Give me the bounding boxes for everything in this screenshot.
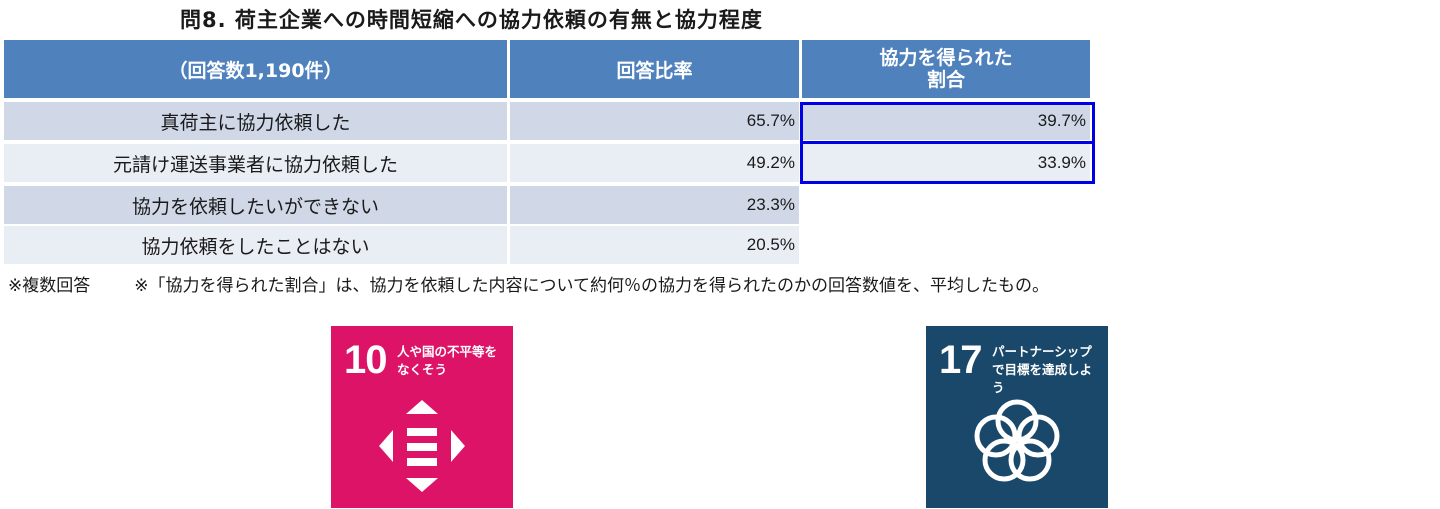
sdg-10-number: 10 — [344, 338, 387, 382]
sdg-10-text: 人や国の不平等をなくそう — [397, 344, 498, 377]
highlight-divider — [800, 141, 1095, 144]
page-title: 問8. 荷主企業への時間短縮への協力依頼の有無と協力程度 — [180, 8, 763, 32]
header-cooperation-rate: 協力を得られた 割合 — [802, 40, 1090, 98]
footnote: ※複数回答 ※「協力を得られた割合」は、協力を依頼した内容について約何％の協力を得… — [8, 271, 1438, 297]
header-response-ratio: 回答比率 — [510, 40, 799, 98]
header-cooperation-rate-line2: 割合 — [926, 69, 965, 91]
row-label: 元請け運送事業者に協力依頼した — [4, 144, 507, 182]
row-ratio: 23.3% — [510, 186, 799, 224]
row-ratio: 49.2% — [510, 144, 799, 182]
header-cooperation-rate-line1: 協力を得られた — [879, 47, 1013, 69]
header-respondents: （回答数1,190件） — [4, 40, 507, 98]
row-label: 協力依頼をしたことはない — [4, 226, 507, 264]
row-coop-rate: 39.7% — [802, 102, 1090, 140]
sdg-10-logo: 10 人や国の不平等をなくそう — [331, 326, 513, 508]
footnote-definition: ※「協力を得られた割合」は、協力を依頼した内容について約何％の協力を得られたのか… — [134, 276, 1049, 296]
reduced-inequalities-icon — [379, 400, 465, 492]
sdg-17-logo: 17 パートナーシップで目標を達成しよう — [926, 326, 1108, 508]
row-label: 真荷主に協力依頼した — [4, 102, 507, 140]
row-label: 協力を依頼したいができない — [4, 186, 507, 224]
partnership-rings-icon — [974, 399, 1060, 482]
sdg-17-text: パートナーシップで目標を達成しよう — [992, 344, 1093, 395]
row-ratio: 65.7% — [510, 102, 799, 140]
sdg-17-number: 17 — [939, 338, 982, 382]
row-coop-rate: 33.9% — [802, 144, 1090, 182]
footnote-multiple-answers: ※複数回答 — [8, 276, 91, 296]
row-ratio: 20.5% — [510, 226, 799, 264]
